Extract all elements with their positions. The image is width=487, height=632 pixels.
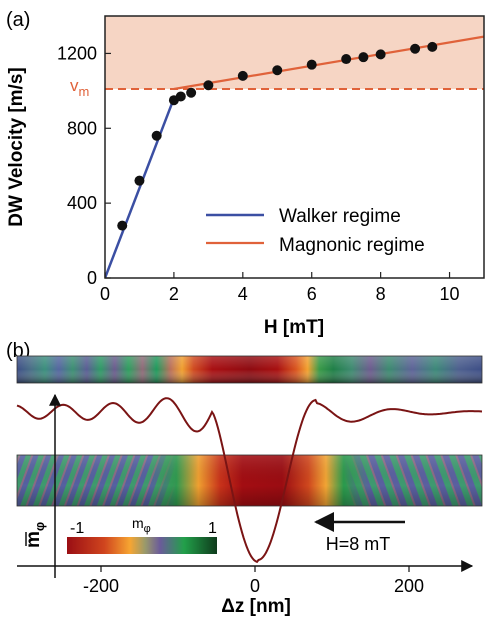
data-point xyxy=(237,70,248,81)
colorbar-min-label: -1 xyxy=(70,520,84,537)
y-tick-label-a: 800 xyxy=(67,118,97,138)
x-axis-a-title: H [mT] xyxy=(264,317,324,338)
x-axis-b-title: Δz [nm] xyxy=(221,596,291,617)
x-tick-label-a: 2 xyxy=(169,284,179,304)
data-point xyxy=(341,54,352,65)
panel-b: (b) -200 0 200 Δz [nm] mφ -1 1 xyxy=(6,340,483,617)
panel-a-label: (a) xyxy=(6,9,30,31)
x-tick-label-b: 200 xyxy=(394,576,424,596)
legend: Walker regime Magnonic regime xyxy=(206,206,425,256)
data-point xyxy=(272,65,283,76)
data-point xyxy=(358,52,369,63)
plot-a-frame xyxy=(104,15,485,279)
data-point xyxy=(375,49,386,60)
data-points xyxy=(117,41,438,231)
colorbar-gradient xyxy=(67,537,217,554)
data-point xyxy=(175,91,186,102)
data-point xyxy=(203,80,214,91)
data-point xyxy=(117,220,128,231)
walker-regime-line xyxy=(105,97,176,278)
colorbar-max-label: 1 xyxy=(208,520,217,537)
magnetization-profile-curve xyxy=(16,397,483,564)
x-axis-b-ticks: -200 0 200 xyxy=(83,566,424,596)
domain-wall-strip-top xyxy=(16,355,483,384)
data-point xyxy=(427,41,438,52)
field-label: H=8 mT xyxy=(326,534,391,554)
x-tick-label-a: 4 xyxy=(238,284,248,304)
colorbar-title: mφ xyxy=(132,515,151,535)
y-tick-label-a: 0 xyxy=(87,268,97,288)
legend-walker-label: Walker regime xyxy=(279,206,401,227)
data-point xyxy=(410,43,421,54)
y-axis-a-title: DW Velocity [m/s] xyxy=(6,67,27,226)
x-tick-label-a: 10 xyxy=(440,284,460,304)
data-point xyxy=(306,59,317,70)
x-tick-label-a: 0 xyxy=(100,284,110,304)
field-arrow: H=8 mT xyxy=(314,512,405,554)
domain-wall-strip-main xyxy=(16,454,483,507)
data-point xyxy=(151,130,162,141)
y-axis-a: 0 400 800 1200 xyxy=(57,43,111,288)
x-tick-label-a: 8 xyxy=(376,284,386,304)
legend-magnonic-label: Magnonic regime xyxy=(279,235,425,256)
y-axis-b-title: mφ xyxy=(23,522,47,548)
x-tick-label-b: 0 xyxy=(250,576,260,596)
y-tick-label-a: 400 xyxy=(67,193,97,213)
vm-label: vm xyxy=(70,76,89,99)
magnonic-region-shade xyxy=(105,16,484,89)
data-point xyxy=(134,175,145,186)
x-tick-label-a: 6 xyxy=(307,284,317,304)
panel-a: (a) vm 0 2 4 6 8 10 0 400 800 1200 H [mT] DW Vel… xyxy=(6,9,485,338)
data-point xyxy=(186,87,197,98)
x-tick-label-b: -200 xyxy=(83,576,119,596)
colorbar: -1 1 mφ xyxy=(63,515,223,556)
y-tick-label-a: 1200 xyxy=(57,43,97,63)
x-axis-a: 0 2 4 6 8 10 xyxy=(100,272,460,304)
